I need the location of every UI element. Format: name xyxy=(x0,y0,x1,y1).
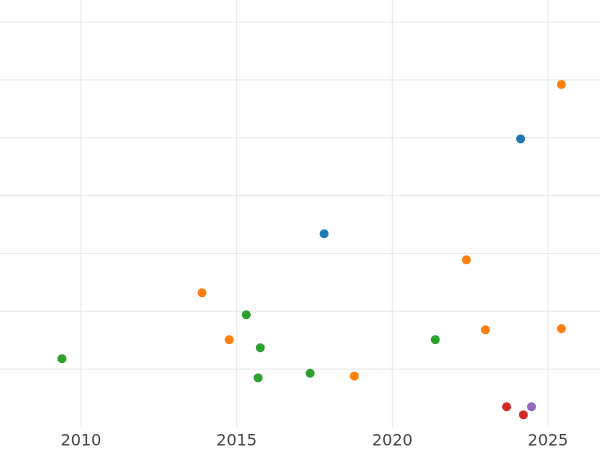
point xyxy=(349,371,359,381)
point xyxy=(430,335,440,345)
point xyxy=(241,310,251,320)
x-tick-label: 2020 xyxy=(372,431,413,450)
point xyxy=(197,288,207,298)
point xyxy=(255,343,265,353)
point xyxy=(461,255,471,265)
point xyxy=(526,402,536,412)
x-tick-label: 2015 xyxy=(216,431,257,450)
point xyxy=(518,410,528,420)
point xyxy=(224,335,234,345)
point xyxy=(556,324,566,334)
point xyxy=(253,373,263,383)
point xyxy=(502,402,512,412)
point xyxy=(305,368,315,378)
x-tick-label: 2025 xyxy=(528,431,569,450)
point xyxy=(516,134,526,144)
point xyxy=(57,354,67,364)
point xyxy=(556,79,566,89)
x-tick-label: 2010 xyxy=(61,431,102,450)
point xyxy=(319,229,329,239)
point xyxy=(480,325,490,335)
